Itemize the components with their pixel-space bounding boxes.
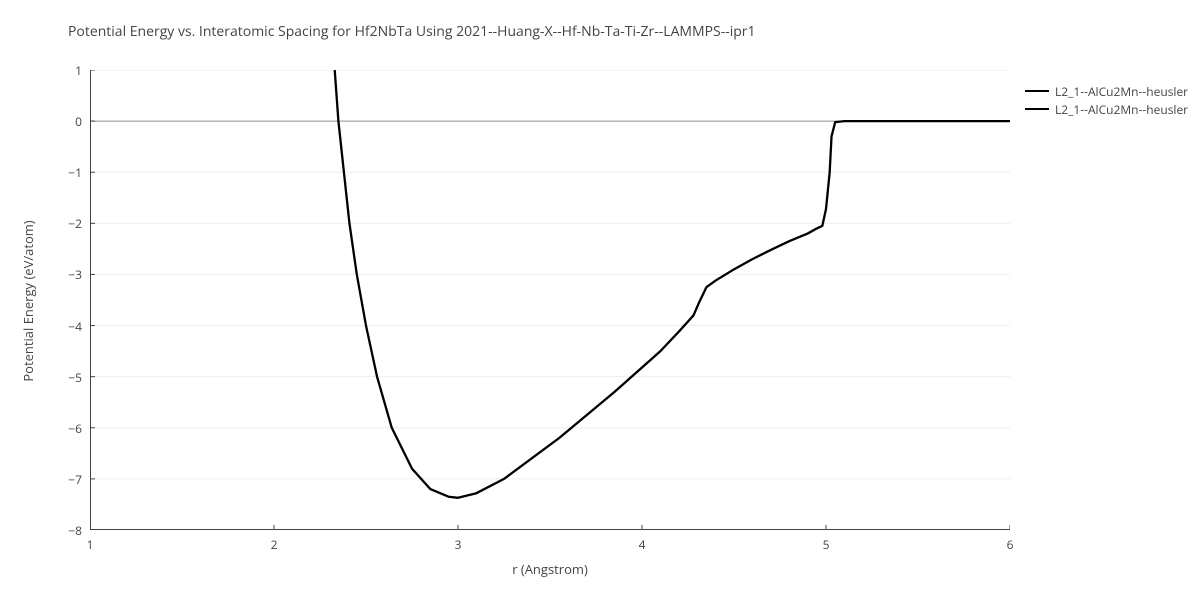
- x-axis-label: r (Angstrom): [490, 560, 610, 578]
- x-tick-label: 5: [816, 536, 836, 553]
- y-tick-label: −6: [52, 420, 82, 437]
- legend-item[interactable]: L2_1--AlCu2Mn--heusler: [1025, 100, 1188, 118]
- x-tick-label: 3: [448, 536, 468, 553]
- legend-label: L2_1--AlCu2Mn--heusler: [1055, 83, 1188, 100]
- y-tick-label: 1: [52, 62, 82, 79]
- legend: L2_1--AlCu2Mn--heuslerL2_1--AlCu2Mn--heu…: [1025, 82, 1188, 118]
- y-tick-label: −2: [52, 215, 82, 232]
- plot-area: [90, 70, 1010, 530]
- y-tick-label: 0: [52, 113, 82, 130]
- y-tick-label: −4: [52, 318, 82, 335]
- legend-swatch: [1025, 108, 1049, 110]
- chart-title: Potential Energy vs. Interatomic Spacing…: [68, 22, 756, 41]
- y-tick-label: −7: [52, 471, 82, 488]
- y-tick-label: −5: [52, 369, 82, 386]
- x-tick-label: 4: [632, 536, 652, 553]
- y-tick-label: −3: [52, 266, 82, 283]
- legend-swatch: [1025, 90, 1049, 92]
- x-tick-label: 6: [1000, 536, 1020, 553]
- y-tick-label: −8: [52, 522, 82, 539]
- x-tick-label: 1: [80, 536, 100, 553]
- legend-label: L2_1--AlCu2Mn--heusler: [1055, 101, 1188, 118]
- x-tick-label: 2: [264, 536, 284, 553]
- legend-item[interactable]: L2_1--AlCu2Mn--heusler: [1025, 82, 1188, 100]
- plot-svg: [90, 70, 1010, 530]
- y-tick-label: −1: [52, 164, 82, 181]
- y-axis-label: Potential Energy (eV/atom): [19, 211, 37, 391]
